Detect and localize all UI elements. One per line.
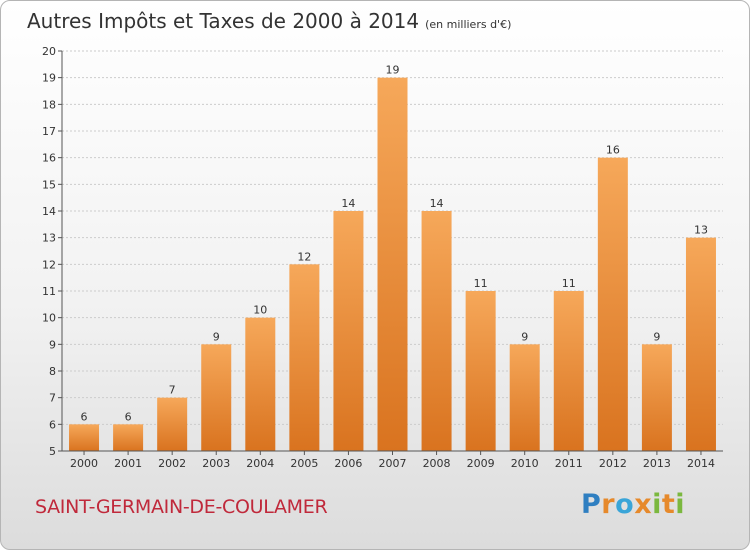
- bar-2005: [289, 264, 320, 451]
- y-tick-label: 7: [49, 392, 56, 405]
- data-label: 19: [386, 64, 400, 77]
- bar-2000: [69, 424, 100, 451]
- x-tick-label: 2012: [599, 457, 627, 470]
- y-tick-label: 11: [42, 285, 56, 298]
- unit-label: (en milliers d'€): [425, 18, 512, 31]
- y-tick-label: 9: [49, 338, 56, 351]
- logo-letter: P: [581, 489, 602, 520]
- data-label: 6: [125, 410, 132, 423]
- data-label: 14: [430, 197, 444, 210]
- x-tick-label: 2011: [555, 457, 583, 470]
- x-tick-label: 2014: [687, 457, 715, 470]
- data-label: 13: [694, 224, 708, 237]
- x-tick-label: 2013: [643, 457, 671, 470]
- bar-2007: [377, 77, 408, 452]
- x-tick-label: 2001: [114, 457, 142, 470]
- x-tick-label: 2007: [379, 457, 407, 470]
- bar-2002: [157, 397, 188, 451]
- bar-2012: [597, 157, 628, 451]
- location-name: SAINT-GERMAIN-DE-COULAMER: [35, 496, 328, 518]
- chart-title: Autres Impôts et Taxes de 2000 à 2014 (en…: [27, 9, 511, 33]
- x-tick-label: 2008: [423, 457, 451, 470]
- y-tick-label: 17: [42, 125, 56, 138]
- logo-letter: x: [634, 489, 653, 520]
- y-tick-label: 14: [42, 205, 56, 218]
- bars: [69, 77, 716, 452]
- y-tick-label: 16: [42, 152, 56, 165]
- y-tick-label: 5: [49, 445, 56, 458]
- data-label: 7: [169, 384, 176, 397]
- x-tick-label: 2002: [158, 457, 186, 470]
- bar-2014: [685, 237, 716, 451]
- logo-letter: o: [615, 489, 635, 520]
- chart-title-text: Autres Impôts et Taxes de 2000 à 2014: [27, 9, 420, 33]
- data-label: 16: [606, 144, 620, 157]
- logo-letter: i: [675, 489, 686, 520]
- data-label: 11: [474, 277, 488, 290]
- x-tick-label: 2010: [511, 457, 539, 470]
- bar-2003: [201, 344, 232, 451]
- y-tick-label: 8: [49, 365, 56, 378]
- y-tick-label: 15: [42, 178, 56, 191]
- proxiti-logo[interactable]: Proxiti: [581, 489, 685, 520]
- bar-2009: [465, 291, 496, 451]
- data-label: 10: [253, 304, 267, 317]
- y-tick-label: 18: [42, 98, 56, 111]
- y-tick-label: 6: [49, 418, 56, 431]
- x-tick-label: 2000: [70, 457, 98, 470]
- bar-2001: [113, 424, 144, 451]
- bar-2013: [641, 344, 672, 451]
- labels: 5 6 7 8 9 10 11 12 13 14 15 16 17 18 19 20 2000 6 2001 6 200…: [42, 45, 715, 470]
- axes: [58, 50, 723, 455]
- bar-2004: [245, 317, 276, 451]
- x-tick-label: 2009: [467, 457, 495, 470]
- x-tick-label: 2004: [246, 457, 274, 470]
- logo-letter: i: [652, 489, 662, 520]
- x-tick-label: 2005: [290, 457, 318, 470]
- bar-2006: [333, 211, 364, 451]
- y-tick-label: 20: [42, 45, 56, 58]
- data-label: 14: [341, 197, 355, 210]
- y-tick-label: 19: [42, 72, 56, 85]
- y-tick-label: 10: [42, 312, 56, 325]
- logo-letter: t: [661, 489, 676, 520]
- data-label: 9: [213, 330, 220, 343]
- y-tick-label: 12: [42, 258, 56, 271]
- x-tick-label: 2006: [334, 457, 362, 470]
- bar-2008: [421, 211, 452, 451]
- bar-2011: [553, 291, 584, 451]
- data-label: 9: [521, 330, 528, 343]
- x-tick-label: 2003: [202, 457, 230, 470]
- bar-2010: [509, 344, 540, 451]
- data-label: 9: [653, 330, 660, 343]
- data-label: 11: [562, 277, 576, 290]
- logo-letter: r: [601, 489, 616, 520]
- y-tick-label: 13: [42, 232, 56, 245]
- data-label: 6: [81, 410, 88, 423]
- data-label: 12: [297, 250, 311, 263]
